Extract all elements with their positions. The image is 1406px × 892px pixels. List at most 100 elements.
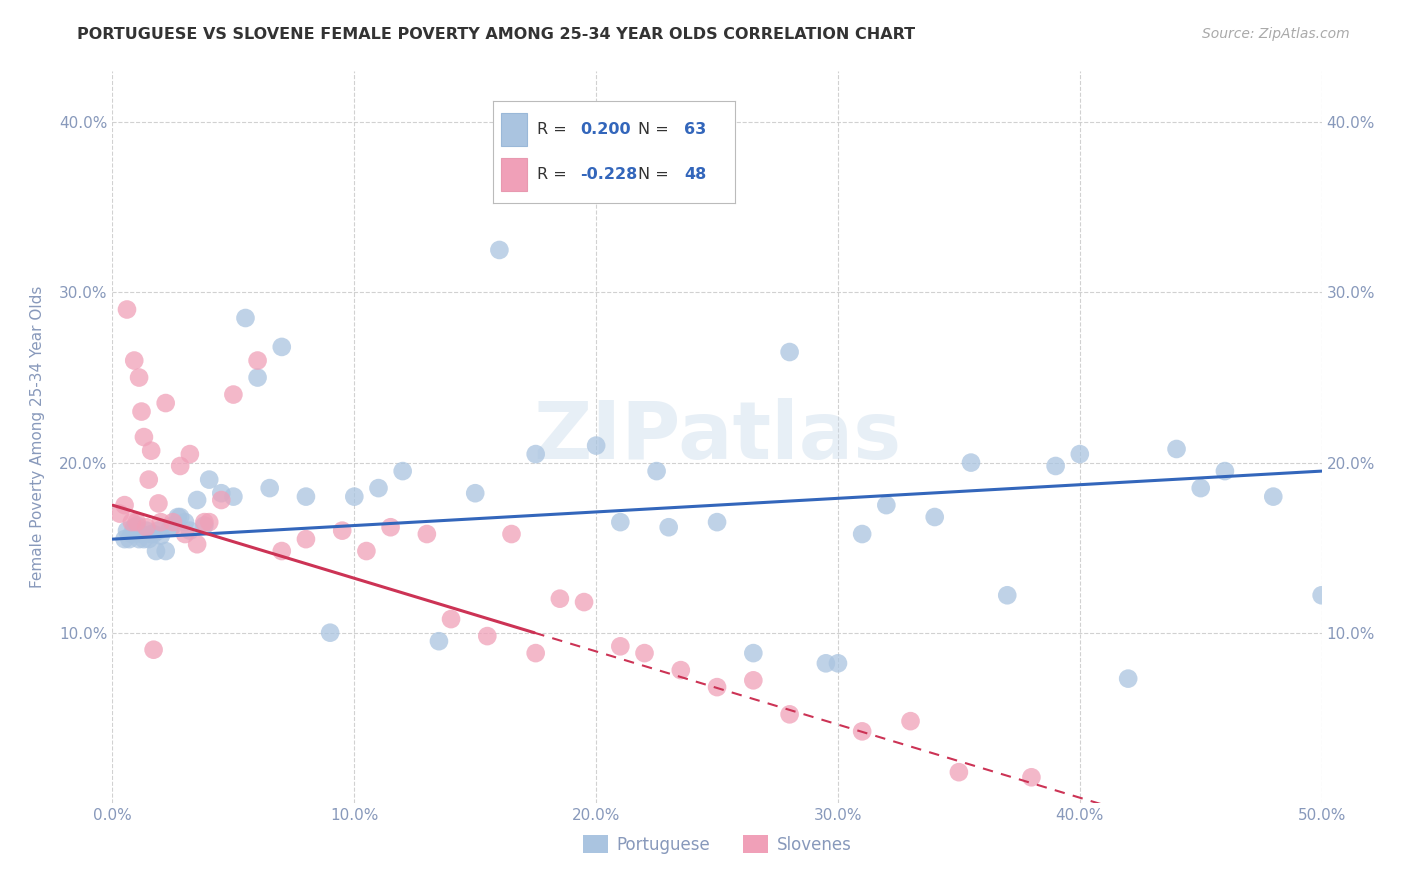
Point xyxy=(222,490,245,504)
Point xyxy=(141,443,163,458)
Point xyxy=(609,515,631,529)
Point xyxy=(669,663,692,677)
Point xyxy=(995,588,1018,602)
Point xyxy=(135,524,157,538)
Point xyxy=(121,515,143,529)
Point xyxy=(128,370,150,384)
Text: ZIPatlas: ZIPatlas xyxy=(533,398,901,476)
Text: Source: ZipAtlas.com: Source: ZipAtlas.com xyxy=(1202,27,1350,41)
Point xyxy=(960,456,983,470)
Point xyxy=(1069,447,1091,461)
Point xyxy=(827,657,849,671)
Point xyxy=(142,642,165,657)
Point xyxy=(121,527,143,541)
Point xyxy=(270,544,292,558)
Point xyxy=(572,595,595,609)
Point xyxy=(658,520,681,534)
Point xyxy=(108,507,131,521)
Point xyxy=(114,532,136,546)
Point xyxy=(186,537,208,551)
Legend: Portuguese, Slovenes: Portuguese, Slovenes xyxy=(576,829,858,860)
Point xyxy=(193,518,215,533)
Point xyxy=(295,490,318,504)
Point xyxy=(222,387,245,401)
Point xyxy=(585,439,607,453)
Point xyxy=(145,544,167,558)
Point xyxy=(179,447,201,461)
Point xyxy=(343,490,366,504)
Point xyxy=(851,527,873,541)
Point xyxy=(440,612,463,626)
Point xyxy=(138,532,160,546)
Point xyxy=(1166,442,1188,456)
Point xyxy=(174,515,197,529)
Point xyxy=(198,515,221,529)
Point xyxy=(391,464,413,478)
Point xyxy=(132,430,155,444)
Point xyxy=(148,496,170,510)
Point xyxy=(524,646,547,660)
Point xyxy=(851,724,873,739)
Point xyxy=(270,340,292,354)
Point xyxy=(131,404,153,418)
Point xyxy=(416,527,439,541)
Point xyxy=(814,657,837,671)
Point xyxy=(633,646,655,660)
Point xyxy=(128,532,150,546)
Point xyxy=(1213,464,1236,478)
Point xyxy=(142,527,165,541)
Point xyxy=(149,515,172,529)
Point xyxy=(149,529,172,543)
Point xyxy=(235,311,257,326)
Point xyxy=(141,527,163,541)
Point xyxy=(1116,672,1139,686)
Point xyxy=(169,510,191,524)
Point xyxy=(295,532,318,546)
Point xyxy=(356,544,378,558)
Point xyxy=(779,345,801,359)
Point xyxy=(742,646,765,660)
Text: PORTUGUESE VS SLOVENE FEMALE POVERTY AMONG 25-34 YEAR OLDS CORRELATION CHART: PORTUGUESE VS SLOVENE FEMALE POVERTY AMO… xyxy=(77,27,915,42)
Point xyxy=(948,765,970,780)
Point xyxy=(179,524,201,538)
Point xyxy=(166,510,188,524)
Point xyxy=(1189,481,1212,495)
Point xyxy=(427,634,450,648)
Point xyxy=(319,625,342,640)
Point xyxy=(246,370,269,384)
Point xyxy=(924,510,946,524)
Point xyxy=(875,498,897,512)
Point xyxy=(609,640,631,654)
Point xyxy=(209,493,232,508)
Point xyxy=(706,515,728,529)
Point xyxy=(155,396,177,410)
Point xyxy=(125,515,148,529)
Point xyxy=(259,481,281,495)
Point xyxy=(548,591,571,606)
Point xyxy=(162,518,184,533)
Point xyxy=(501,527,523,541)
Point xyxy=(1263,490,1285,504)
Point xyxy=(645,464,668,478)
Point xyxy=(367,481,389,495)
Point xyxy=(155,544,177,558)
Point xyxy=(118,532,141,546)
Point xyxy=(524,447,547,461)
Point xyxy=(900,714,922,728)
Point xyxy=(115,302,138,317)
Point xyxy=(1045,458,1067,473)
Point xyxy=(706,680,728,694)
Point xyxy=(174,527,197,541)
Point xyxy=(477,629,499,643)
Point xyxy=(114,498,136,512)
Point xyxy=(122,353,145,368)
Point xyxy=(162,515,184,529)
Point xyxy=(209,486,232,500)
Point xyxy=(488,243,510,257)
Point xyxy=(148,524,170,538)
Point xyxy=(464,486,486,500)
Point xyxy=(330,524,353,538)
Point xyxy=(125,518,148,533)
Point xyxy=(186,493,208,508)
Point xyxy=(122,520,145,534)
